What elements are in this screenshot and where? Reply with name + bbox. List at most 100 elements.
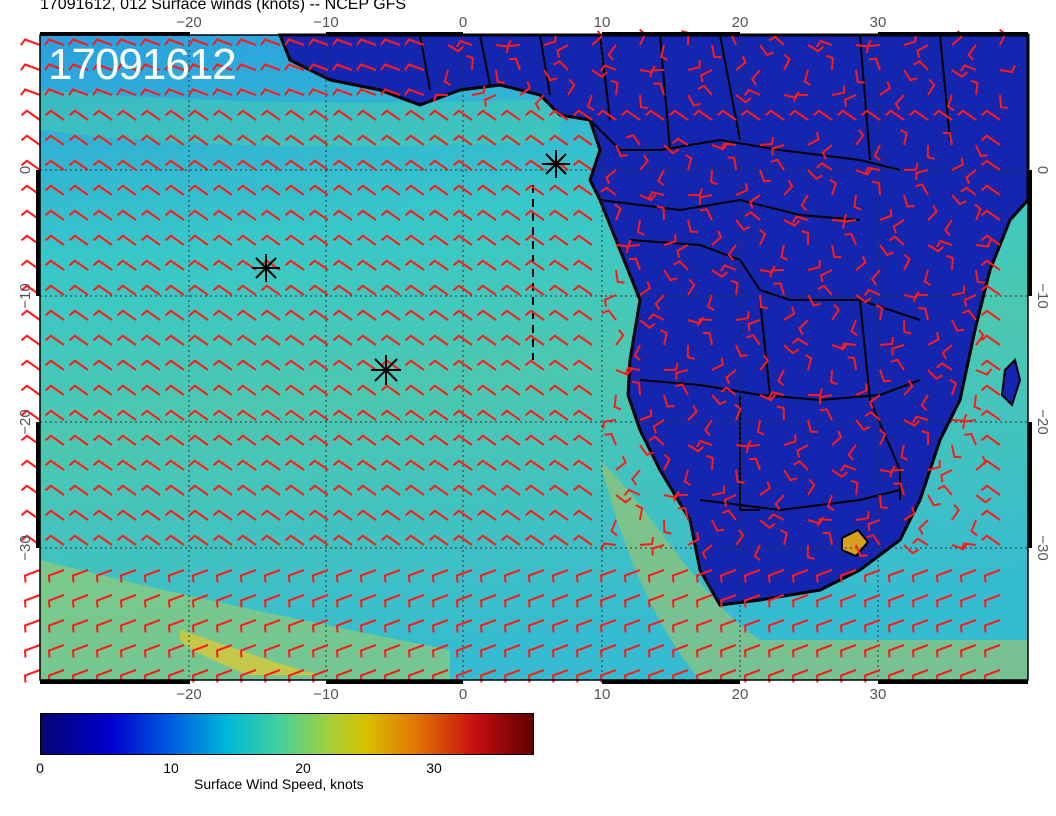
- wind-barb: [308, 334, 329, 346]
- wind-barb: [383, 569, 401, 583]
- wind-barb: [68, 38, 89, 46]
- wind-barb: [356, 484, 377, 496]
- wind-barb: [960, 186, 977, 196]
- wind-barb: [236, 434, 257, 446]
- wind-barb: [380, 434, 401, 446]
- wind-barb: [332, 209, 353, 221]
- wind-barb: [543, 69, 558, 82]
- wind-barb: [735, 219, 751, 231]
- wind-barb: [404, 109, 425, 121]
- wind-barb: [639, 281, 651, 296]
- wind-barb: [380, 209, 401, 221]
- wind-barb: [719, 569, 737, 583]
- wind-barb: [663, 234, 677, 246]
- wind-barb: [428, 184, 449, 196]
- wind-barb: [548, 534, 569, 546]
- wind-barb: [711, 230, 723, 246]
- wind-barb: [140, 534, 161, 546]
- wind-barb: [332, 63, 353, 71]
- wind-barb: [380, 184, 401, 196]
- wind-barb: [686, 344, 695, 360]
- wind-barb: [647, 644, 665, 658]
- wind-barb: [479, 619, 497, 633]
- wind-barb: [404, 284, 425, 296]
- wind-barb: [572, 259, 593, 271]
- wind-barb: [476, 509, 497, 521]
- wind-barb: [551, 644, 569, 658]
- wind-barb: [903, 544, 920, 555]
- wind-barb: [903, 419, 921, 427]
- wind-barb: [855, 168, 873, 176]
- wind-barb: [687, 278, 696, 296]
- wind-barb: [428, 484, 449, 496]
- wind-barb: [780, 244, 788, 261]
- wind-barb: [140, 509, 161, 521]
- wind-barb: [879, 369, 892, 383]
- wind-barb: [260, 359, 281, 371]
- wind-barb: [999, 65, 1016, 74]
- wind-barb: [927, 332, 940, 346]
- wind-barb: [356, 334, 377, 346]
- wind-barb: [980, 259, 1001, 271]
- wind-barb: [239, 644, 257, 658]
- wind-barb: [431, 644, 449, 658]
- wind-barb: [903, 69, 918, 82]
- lat-label: −10: [17, 283, 34, 308]
- wind-barb: [615, 329, 625, 346]
- wind-barb: [92, 134, 113, 146]
- wind-barb: [791, 594, 809, 608]
- wind-barb: [959, 619, 977, 633]
- wind-barb: [356, 134, 377, 146]
- wind-barb: [164, 63, 185, 71]
- wind-barb: [407, 619, 425, 633]
- wind-barb: [287, 619, 305, 633]
- wind-barb: [791, 569, 809, 583]
- wind-barb: [332, 459, 353, 471]
- wind-barb: [20, 409, 41, 421]
- wind-barb: [900, 129, 908, 146]
- wind-barb: [839, 594, 857, 608]
- wind-barb: [687, 219, 698, 233]
- wind-barb: [428, 509, 449, 521]
- wind-barb: [911, 644, 929, 658]
- wind-barb: [500, 159, 521, 171]
- wind-barb: [260, 109, 281, 121]
- wind-barb: [20, 88, 41, 96]
- wind-barb: [519, 81, 531, 96]
- wind-barb: [783, 344, 800, 355]
- wind-barb: [696, 318, 713, 327]
- wind-barb: [140, 459, 161, 471]
- wind-barb: [428, 284, 449, 296]
- wind-barb: [92, 88, 113, 96]
- wind-barb: [951, 542, 969, 551]
- wind-barb: [188, 534, 209, 546]
- wind-barb: [620, 109, 641, 121]
- wind-barb: [428, 459, 449, 471]
- wind-barb: [818, 394, 833, 405]
- wind-barb: [503, 644, 521, 658]
- wind-barb: [212, 284, 233, 296]
- lat-label: −30: [1034, 535, 1051, 560]
- wind-barb: [44, 384, 65, 396]
- wind-barb: [767, 619, 785, 633]
- wind-barb: [751, 69, 761, 86]
- wind-barb: [212, 534, 233, 546]
- wind-barb: [116, 434, 137, 446]
- wind-barb: [380, 534, 401, 546]
- wind-barb: [983, 644, 1001, 658]
- wind-barb: [500, 509, 521, 521]
- wind-barb: [816, 518, 833, 527]
- wind-barb: [850, 479, 859, 496]
- wind-barb: [164, 88, 185, 96]
- wind-barb: [648, 435, 665, 446]
- wind-barb: [572, 384, 593, 396]
- lat-label: −30: [17, 535, 34, 560]
- wind-barb: [476, 159, 497, 171]
- wind-barb: [356, 109, 377, 121]
- wind-barb: [188, 434, 209, 446]
- wind-barb: [308, 459, 329, 471]
- wind-barb: [776, 405, 785, 421]
- wind-barb: [44, 184, 65, 196]
- wind-barb: [647, 313, 665, 321]
- wind-barb: [404, 159, 425, 171]
